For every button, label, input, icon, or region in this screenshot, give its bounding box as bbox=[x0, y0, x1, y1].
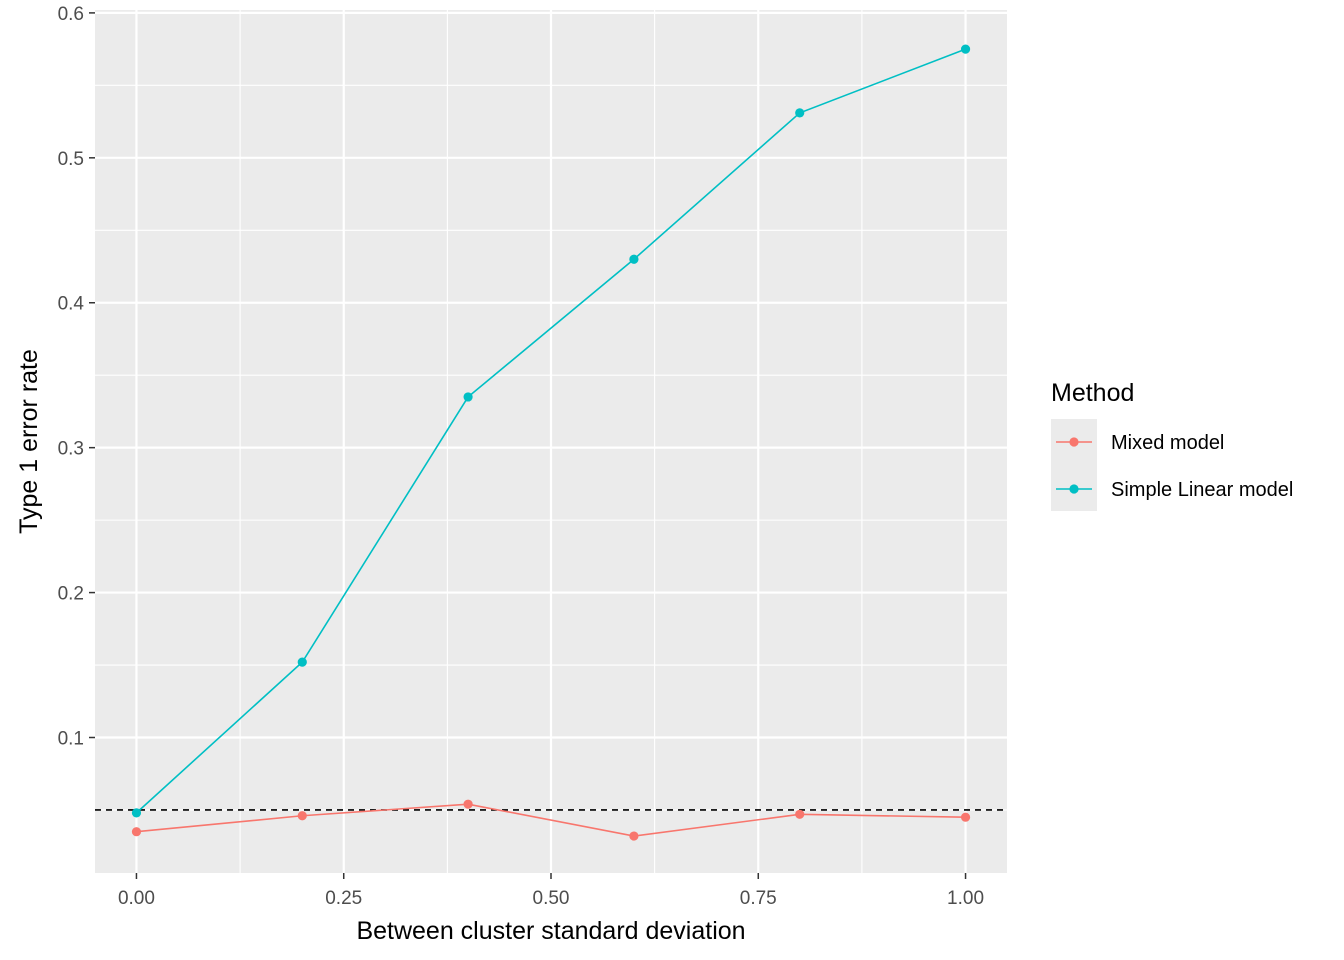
x-axis: 0.00 0.25 0.50 0.75 1.00 bbox=[118, 873, 984, 909]
x-tick-label: 0.00 bbox=[118, 888, 155, 909]
y-tick-label: 0.4 bbox=[58, 294, 85, 315]
x-tick-label: 0.75 bbox=[740, 888, 777, 909]
x-tick-label: 1.00 bbox=[947, 888, 984, 909]
grid-major bbox=[95, 10, 1007, 873]
legend-label: Mixed model bbox=[1111, 432, 1224, 454]
data-point bbox=[131, 827, 142, 837]
legend-key-background bbox=[1051, 419, 1097, 511]
data-point bbox=[297, 657, 307, 667]
data-point bbox=[795, 809, 805, 819]
legend-item: Simple Linear model bbox=[1056, 479, 1293, 501]
legend-title: Method bbox=[1051, 379, 1134, 407]
data-point bbox=[463, 392, 473, 402]
legend-label: Simple Linear model bbox=[1111, 479, 1293, 501]
data-point bbox=[629, 831, 639, 841]
series-0 bbox=[131, 799, 971, 841]
y-axis-title: Type 1 error rate bbox=[15, 349, 43, 534]
y-axis: 0.1 0.2 0.3 0.4 0.5 0.6 bbox=[58, 4, 95, 749]
data-point bbox=[795, 108, 805, 118]
y-tick-label: 0.1 bbox=[58, 728, 84, 749]
x-axis-title: Between cluster standard deviation bbox=[356, 917, 745, 945]
data-point bbox=[131, 808, 142, 818]
legend-items: Mixed model Simple Linear model bbox=[1056, 432, 1293, 501]
data-point bbox=[629, 254, 639, 264]
legend-key-point bbox=[1069, 484, 1079, 494]
y-tick-label: 0.2 bbox=[58, 584, 84, 605]
legend: Method Mixed model Simple Linear model bbox=[1051, 379, 1293, 511]
data-point bbox=[960, 812, 971, 822]
series-layer bbox=[131, 44, 971, 841]
series-1 bbox=[131, 44, 971, 818]
legend-key-point bbox=[1069, 437, 1079, 447]
x-tick-label: 0.50 bbox=[533, 888, 570, 909]
series-line bbox=[135, 48, 966, 814]
data-point bbox=[297, 811, 307, 821]
data-point bbox=[960, 44, 971, 54]
y-tick-label: 0.5 bbox=[58, 149, 84, 170]
y-tick-label: 0.6 bbox=[58, 4, 84, 25]
data-point bbox=[463, 799, 473, 809]
x-tick-label: 0.25 bbox=[325, 888, 362, 909]
series-line bbox=[136, 803, 966, 837]
legend-item: Mixed model bbox=[1056, 432, 1224, 454]
y-tick-label: 0.3 bbox=[58, 439, 84, 460]
